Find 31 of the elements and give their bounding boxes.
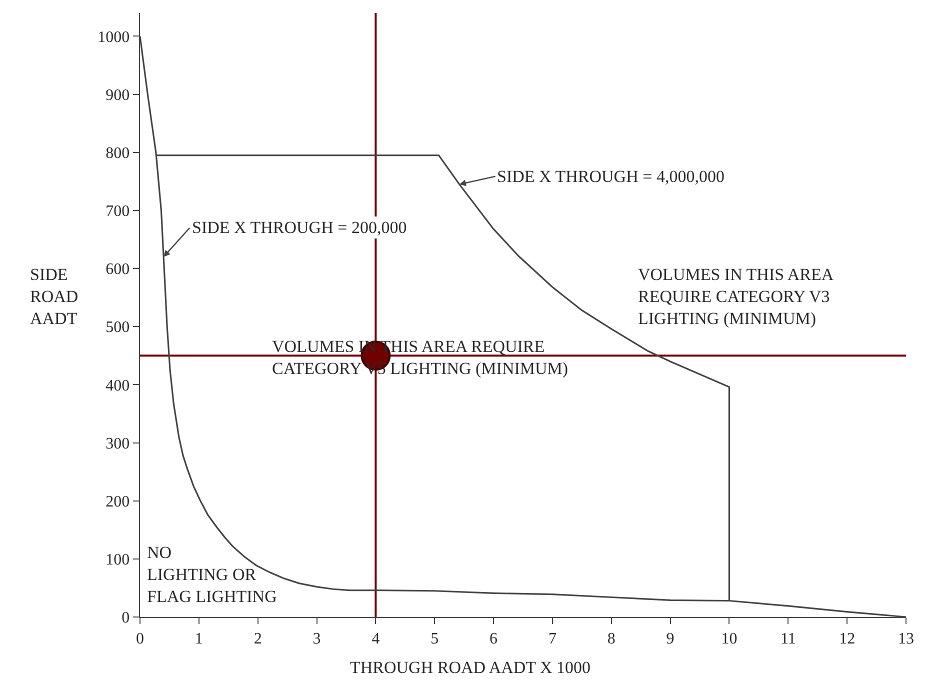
y-tick-label: 500: [106, 319, 130, 336]
x-tick-label: 6: [490, 630, 498, 648]
annotation: SIDE X THROUGH = 4,000,000: [497, 167, 724, 186]
annotation: NO LIGHTING OR FLAG LIGHTING: [147, 543, 277, 606]
x-tick-label: 7: [548, 630, 556, 648]
x-tick-label: 5: [430, 630, 439, 648]
x-tick-label: 2: [254, 630, 262, 648]
y-tick-label: 800: [106, 144, 130, 162]
y-tick-label: 200: [106, 493, 130, 510]
annotation: VOLUMES IN THIS AREA REQUIRE CATEGORY V3 LIGHTING (MINIMUM): [638, 265, 834, 328]
x-tick-label: 13: [898, 630, 914, 648]
x-tick-label: 10: [721, 630, 738, 648]
x-tick-label: 4: [372, 630, 380, 648]
y-tick-label: 700: [106, 203, 130, 220]
x-axis-title: THROUGH ROAD AADT X 1000: [350, 658, 591, 677]
y-tick-label: 900: [106, 86, 130, 104]
x-tick-label: 11: [780, 630, 796, 648]
y-tick-label: 100: [106, 552, 130, 569]
x-tick-label: 0: [136, 630, 144, 648]
x-tick-label: 3: [312, 630, 321, 648]
x-tick-label: 9: [666, 630, 674, 648]
y-tick-label: 600: [106, 261, 130, 278]
x-tick-label: 1: [194, 630, 203, 648]
x-tick-label: 12: [839, 630, 856, 648]
annotation: SIDE X THROUGH = 200,000: [192, 218, 407, 237]
y-tick-label: 400: [106, 377, 130, 394]
x-tick-label: 8: [607, 630, 616, 648]
y-tick-label: 0: [122, 610, 130, 627]
y-axis-title: SIDE ROAD AADT: [30, 265, 78, 328]
y-tick-label: 300: [106, 435, 130, 452]
y-tick-label: 1000: [98, 28, 130, 46]
